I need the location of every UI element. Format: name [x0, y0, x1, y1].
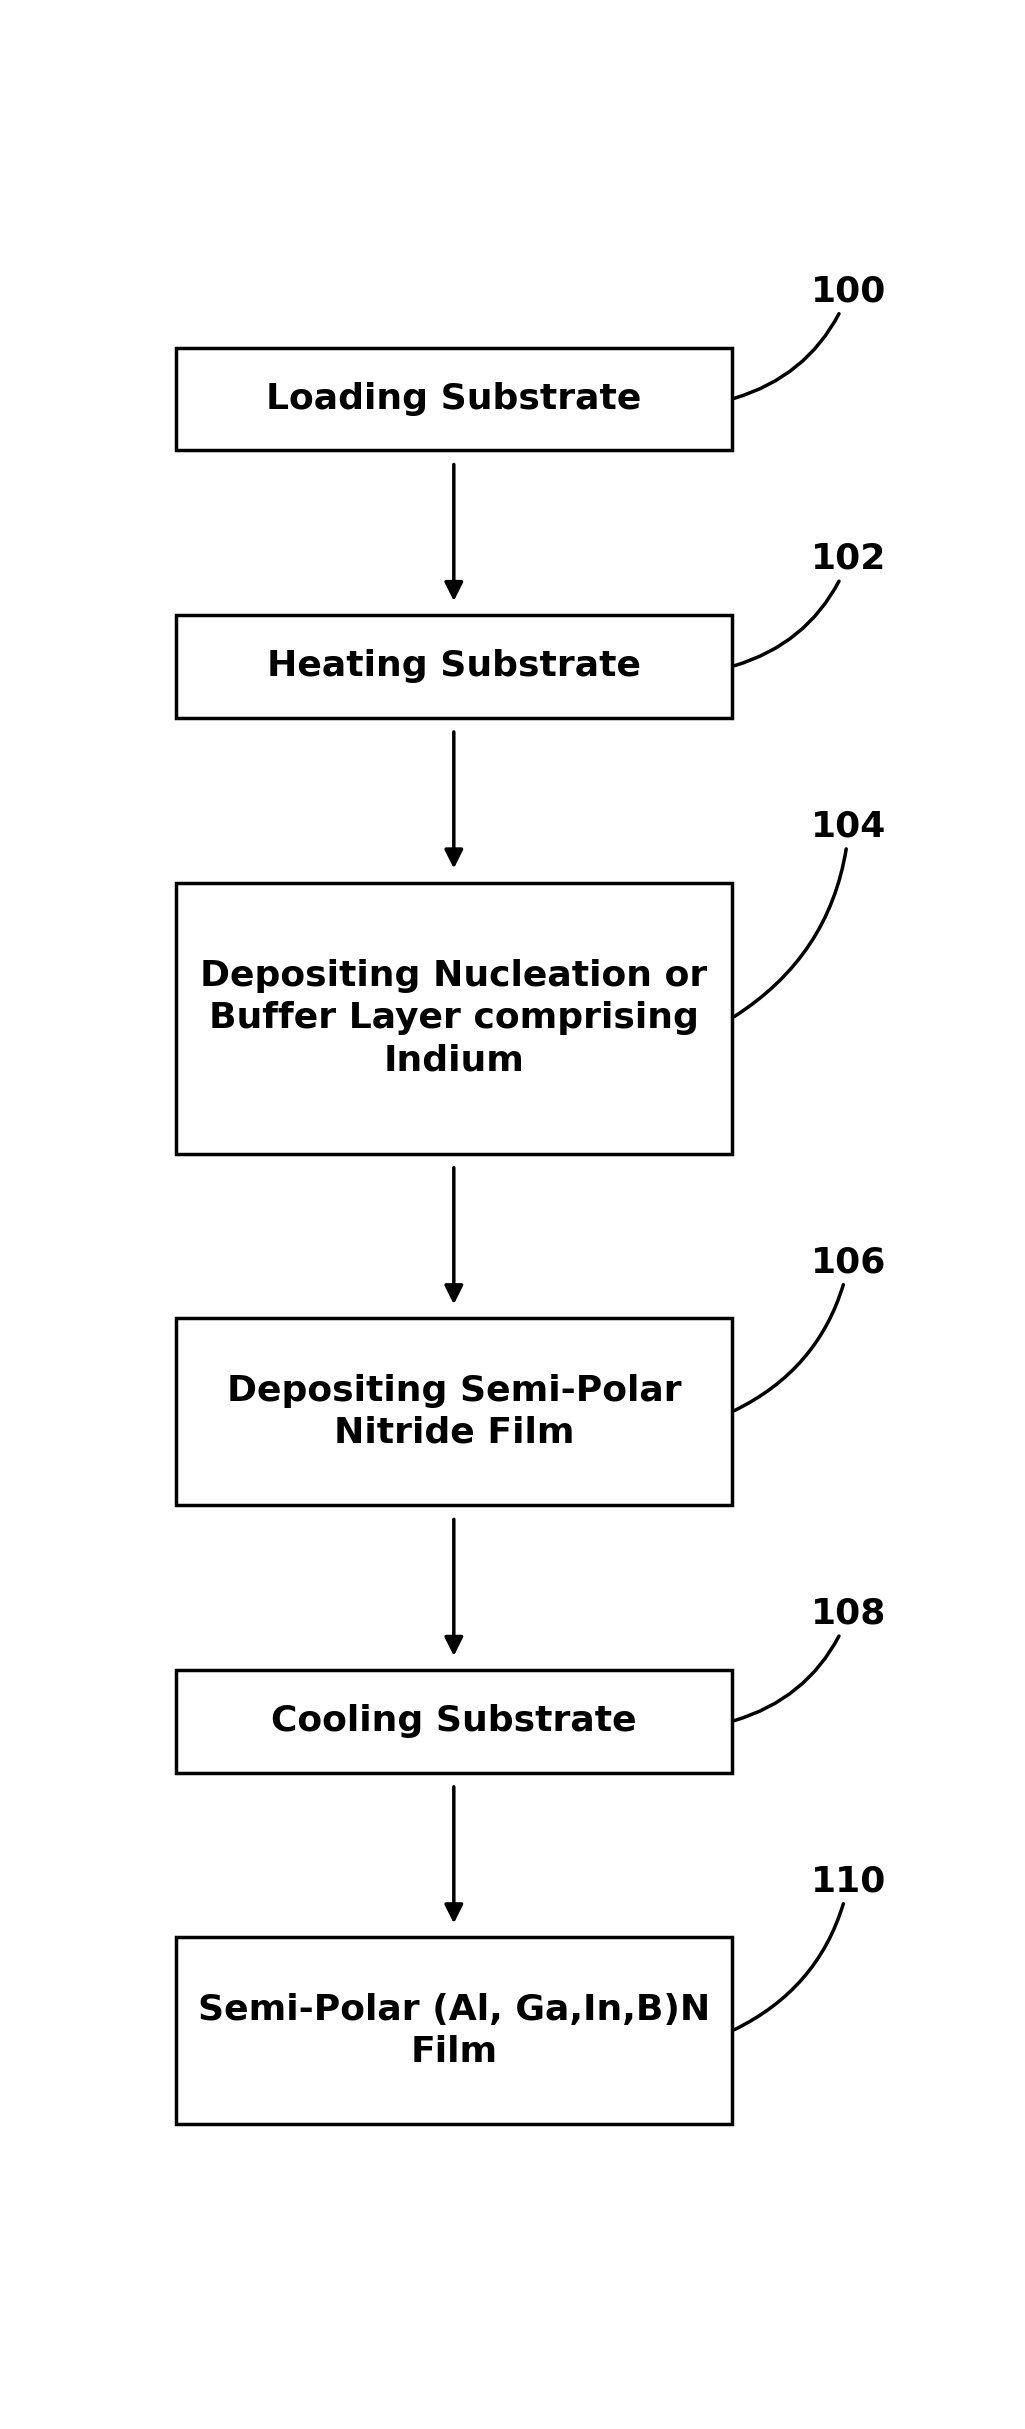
Bar — [176, 1938, 732, 2125]
Text: 104: 104 — [734, 809, 887, 1018]
Text: 102: 102 — [735, 542, 887, 666]
Bar — [176, 882, 732, 1154]
Bar — [176, 347, 732, 449]
Bar — [176, 615, 732, 719]
Text: Cooling Substrate: Cooling Substrate — [271, 1705, 637, 1739]
Text: 106: 106 — [734, 1246, 887, 1411]
Text: 100: 100 — [735, 274, 887, 398]
Text: Semi-Polar (Al, Ga,In,B)N
Film: Semi-Polar (Al, Ga,In,B)N Film — [198, 1992, 710, 2070]
Text: Heating Substrate: Heating Substrate — [266, 649, 641, 683]
Text: 108: 108 — [735, 1596, 887, 1720]
Text: Depositing Nucleation or
Buffer Layer comprising
Indium: Depositing Nucleation or Buffer Layer co… — [200, 959, 707, 1076]
Text: 110: 110 — [734, 1865, 887, 2031]
Text: Loading Substrate: Loading Substrate — [266, 381, 642, 415]
Text: Depositing Semi-Polar
Nitride Film: Depositing Semi-Polar Nitride Film — [227, 1375, 682, 1450]
Bar — [176, 1319, 732, 1506]
Bar — [176, 1669, 732, 1773]
